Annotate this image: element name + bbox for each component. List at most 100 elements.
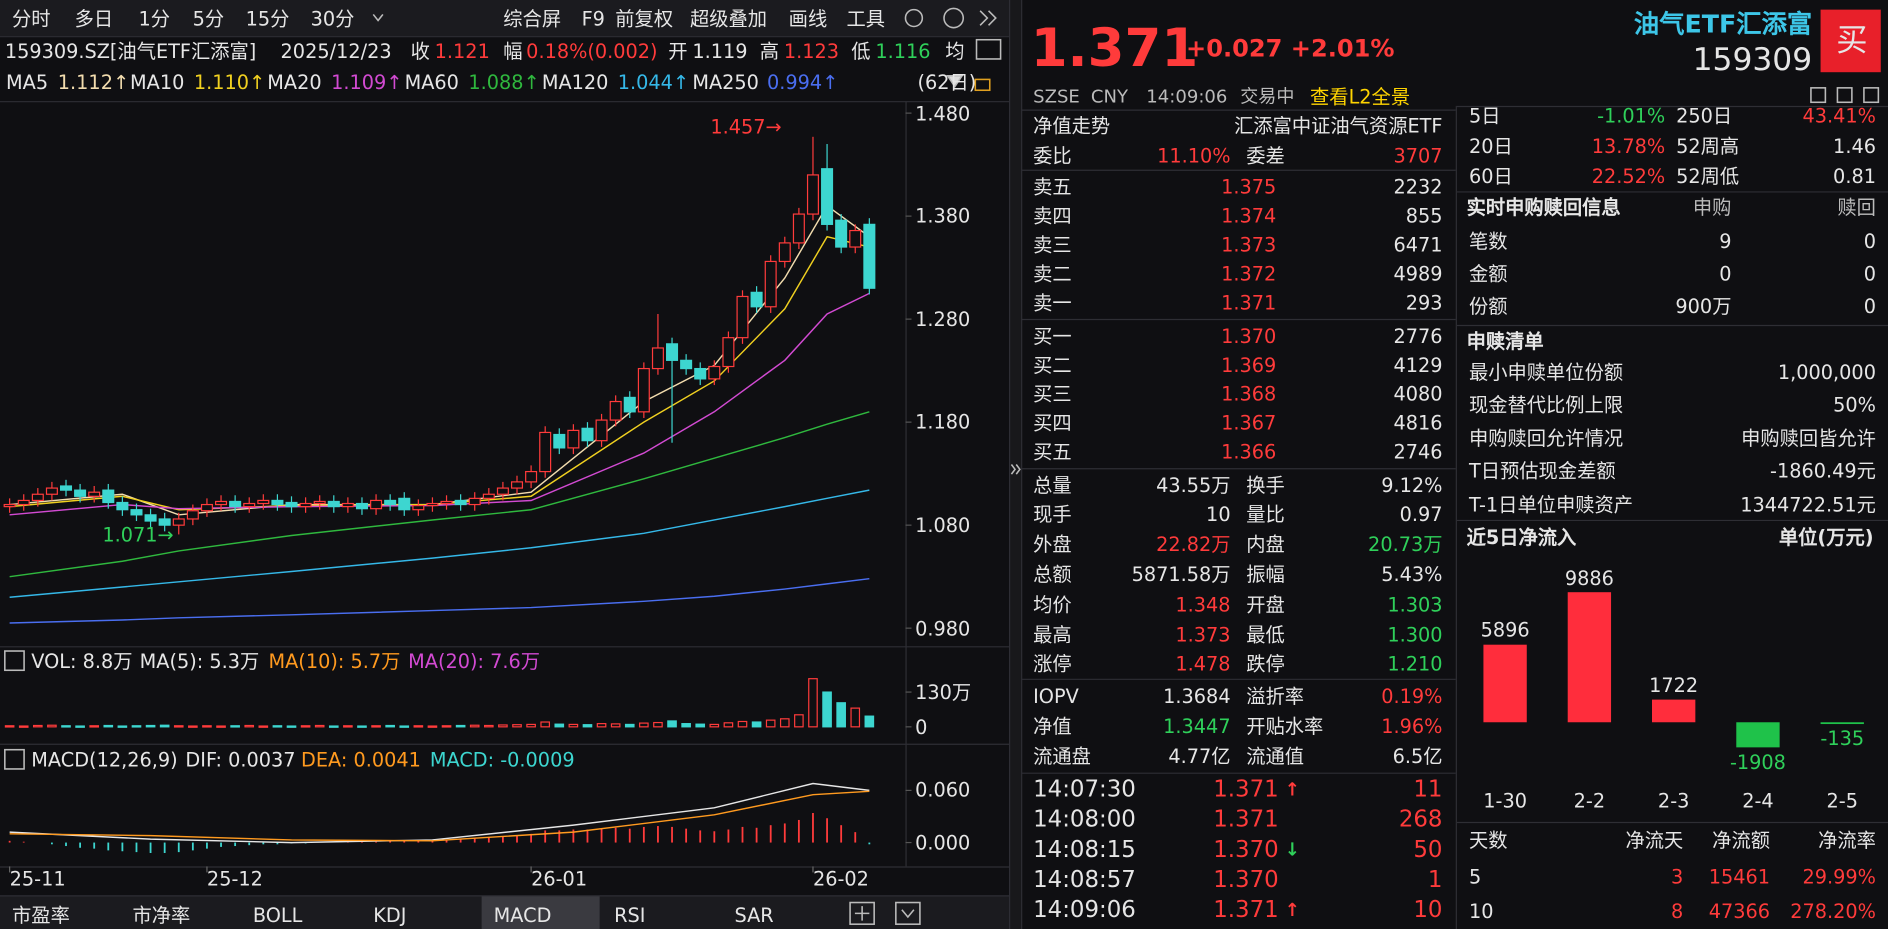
vol-help-icon[interactable]: [4, 650, 25, 672]
tab-menu-icon[interactable]: [895, 901, 921, 925]
candle-body: [595, 419, 608, 442]
level-price: 1.368: [1221, 382, 1277, 405]
indicator-tab[interactable]: BOLL: [252, 903, 303, 926]
tool-button[interactable]: 前复权: [615, 6, 674, 30]
indicator-tab[interactable]: RSI: [614, 903, 646, 926]
volume-bar: [173, 725, 184, 728]
indicator-tab[interactable]: MACD: [493, 903, 552, 926]
tool-icon-2[interactable]: [1836, 87, 1853, 104]
period-tab[interactable]: 多日: [74, 6, 114, 30]
candle-body: [130, 509, 143, 516]
volume-bar: [314, 724, 325, 728]
y-tick-label: 1.180: [915, 410, 971, 434]
trade-price: 1.370: [1213, 865, 1279, 893]
macd-help-icon[interactable]: [4, 748, 25, 770]
active-tab-bg: [481, 896, 600, 929]
level-label: 卖二: [1033, 261, 1072, 285]
period-tab[interactable]: 15分: [245, 6, 290, 30]
volume-bar: [441, 725, 452, 728]
level-price: 1.374: [1221, 203, 1277, 227]
settings-icon[interactable]: [904, 8, 924, 28]
indicator-tab[interactable]: 市盈率: [12, 903, 70, 926]
flow-value-label: -1908: [1729, 750, 1786, 774]
period-dropdown-icon[interactable]: [946, 75, 964, 89]
volume-bar: [498, 724, 508, 728]
y-tick-label: 0: [915, 715, 928, 739]
collapse-icon[interactable]: [1010, 464, 1021, 475]
stat-value: 1.478: [1175, 652, 1231, 676]
candle-body: [215, 500, 228, 506]
help-icon[interactable]: [943, 7, 965, 29]
level-label: 卖五: [1033, 175, 1072, 198]
stat-value: 0.97: [1399, 503, 1443, 527]
volume-bar: [230, 725, 240, 728]
candle-body: [257, 499, 270, 505]
stat-label: 外盘: [1033, 533, 1072, 557]
lock-icon[interactable]: [974, 78, 991, 92]
add-tab-icon[interactable]: [849, 901, 875, 925]
period-selector[interactable]: (62日): [917, 70, 977, 94]
y-tick-label: 1.480: [915, 101, 971, 125]
period-tab[interactable]: 1分: [138, 6, 171, 30]
volume-bar: [681, 723, 691, 728]
l2-link[interactable]: 查看L2全景: [1310, 84, 1411, 108]
wp-icon[interactable]: [975, 38, 1002, 60]
volume-bar: [328, 725, 339, 728]
add-tab-plus: [854, 906, 870, 921]
dropdown-icon[interactable]: [372, 13, 384, 22]
indicator-tab[interactable]: SAR: [734, 903, 774, 926]
candle-body: [172, 518, 185, 526]
row-value: 50%: [1833, 393, 1876, 417]
toolbar-bg: [0, 0, 1010, 37]
row-label: 金额: [1468, 261, 1508, 285]
info-high-label: 高: [759, 39, 780, 62]
volume-bar: [117, 725, 128, 728]
column-header: 赎回: [1837, 195, 1876, 219]
level-label: 卖一: [1033, 290, 1072, 314]
tool-button[interactable]: 工具: [846, 6, 886, 30]
candle-body: [341, 502, 354, 508]
volume-bar: [540, 721, 551, 728]
level-volume: 2232: [1393, 175, 1443, 198]
volume-bar: [484, 724, 494, 728]
buy-button[interactable]: 买: [1836, 22, 1868, 59]
tool-icon-1[interactable]: [1810, 87, 1827, 104]
candle-body: [835, 219, 848, 248]
stat-value: 1.303: [1387, 592, 1443, 616]
info-close: 1.121: [434, 39, 490, 62]
volume-bar: [610, 723, 621, 728]
table-header: 天数: [1468, 828, 1508, 852]
flow-bar: [1820, 722, 1864, 725]
tool-button[interactable]: 综合屏: [503, 6, 562, 30]
macd-title: MACD(12,26,9): [31, 747, 178, 771]
volume-bar: [61, 725, 71, 728]
perf-label: 60日: [1468, 164, 1513, 188]
volume-bar: [371, 725, 381, 728]
section-title: 实时申购赎回信息: [1466, 195, 1621, 219]
tool-button[interactable]: 画线: [788, 6, 828, 30]
collapse-strip[interactable]: [1009, 0, 1022, 929]
volume-bar: [4, 725, 15, 728]
tool-button[interactable]: 超级叠加: [689, 6, 768, 30]
candle-body: [229, 500, 242, 508]
trade-time: 14:09:06: [1033, 895, 1136, 923]
buy-button-bg[interactable]: [1820, 9, 1881, 73]
x-tick-label: 25-11: [9, 867, 66, 890]
candle-body: [510, 481, 524, 489]
period-tab[interactable]: 30分: [310, 6, 355, 30]
tool-button[interactable]: F9: [581, 6, 605, 30]
stat-label: 总量: [1033, 473, 1072, 497]
period-tab[interactable]: 5分: [192, 6, 225, 30]
period-tab[interactable]: 分时: [12, 6, 51, 30]
volume-bar: [836, 702, 846, 728]
tool-icon-3[interactable]: [1863, 87, 1880, 104]
row-label: 申购赎回允许情况: [1468, 426, 1624, 450]
table-cell: 15461: [1708, 864, 1770, 888]
volume-bar: [779, 718, 790, 728]
expand-icon[interactable]: [979, 10, 997, 26]
perf-label: 20日: [1468, 134, 1513, 158]
indicator-tab[interactable]: 市净率: [132, 903, 191, 926]
candle-body: [88, 491, 101, 497]
indicator-tab[interactable]: KDJ: [373, 903, 407, 926]
perf-value: 22.52%: [1591, 164, 1666, 188]
